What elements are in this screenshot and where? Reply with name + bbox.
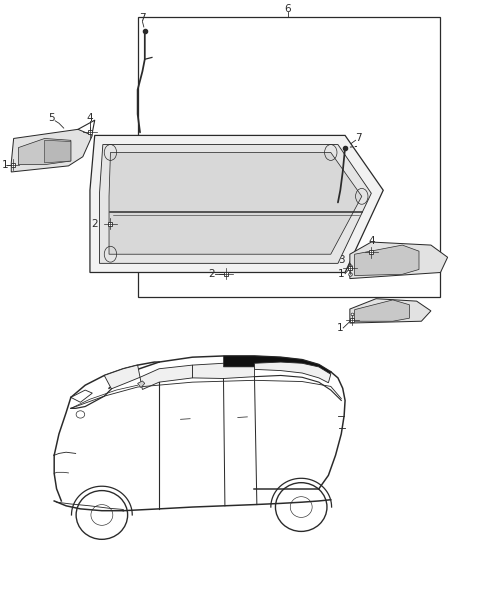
Polygon shape [254, 362, 331, 382]
Text: 1: 1 [338, 269, 345, 278]
Polygon shape [355, 300, 409, 321]
Polygon shape [99, 144, 372, 263]
Polygon shape [11, 129, 92, 172]
Text: 5: 5 [48, 113, 55, 124]
Polygon shape [71, 390, 92, 402]
Text: 2: 2 [208, 269, 215, 279]
Polygon shape [18, 138, 71, 165]
Text: 4: 4 [86, 113, 93, 124]
Text: 1: 1 [337, 323, 344, 333]
Text: 2: 2 [91, 218, 98, 229]
Polygon shape [140, 365, 192, 389]
Polygon shape [224, 356, 331, 379]
Polygon shape [90, 135, 383, 272]
Polygon shape [355, 245, 419, 275]
Polygon shape [192, 364, 254, 378]
Polygon shape [104, 365, 140, 389]
Text: 4: 4 [368, 236, 374, 246]
Polygon shape [109, 152, 362, 254]
Bar [138, 17, 441, 297]
Polygon shape [350, 242, 448, 278]
Text: 1: 1 [2, 160, 9, 170]
Polygon shape [138, 381, 145, 387]
Text: 6: 6 [285, 4, 291, 13]
Text: 3: 3 [338, 255, 345, 266]
Text: 7: 7 [355, 133, 362, 143]
Polygon shape [45, 140, 71, 163]
Polygon shape [350, 299, 431, 323]
Text: 7: 7 [139, 13, 146, 23]
